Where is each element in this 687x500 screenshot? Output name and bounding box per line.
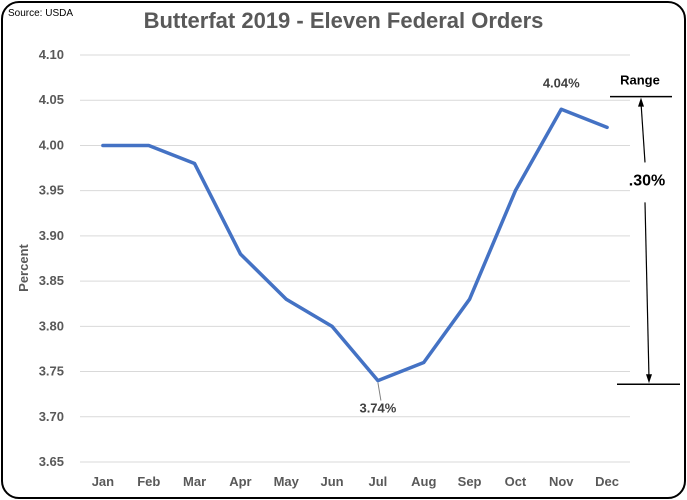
- data-point: [422, 361, 426, 365]
- data-label: 3.74%: [359, 401, 396, 416]
- y-tick-label: 3.75: [39, 364, 64, 379]
- data-label: 4.04%: [543, 75, 580, 90]
- x-tick-label: Oct: [505, 474, 527, 489]
- y-axis-label: Percent: [16, 243, 31, 291]
- series-lines: [101, 107, 609, 383]
- series-line: [101, 107, 609, 383]
- x-tick-label: Apr: [229, 474, 251, 489]
- range-arrow-down: [644, 202, 650, 379]
- x-tick-label: Feb: [137, 474, 160, 489]
- chart-title: Butterfat 2019 - Eleven Federal Orders: [143, 8, 544, 33]
- data-point: [605, 125, 609, 129]
- data-point: [101, 143, 105, 147]
- x-tick-label: Mar: [183, 474, 206, 489]
- x-tick-label: Jul: [369, 474, 388, 489]
- data-point: [193, 162, 197, 166]
- data-point: [284, 297, 288, 301]
- y-tick-label: 3.85: [39, 273, 64, 288]
- data-point: [513, 189, 517, 193]
- gridlines: [80, 54, 630, 463]
- range-arrow-up: [640, 102, 646, 163]
- range-label: Range: [620, 73, 660, 88]
- y-tick-label: 3.90: [39, 228, 64, 243]
- x-tick-labels: Jan Feb Mar Apr May Jun Jul Aug Sep Oct Nov Dec: [92, 474, 619, 489]
- data-point: [147, 143, 151, 147]
- data-point: [468, 297, 472, 301]
- arrowhead-down: [646, 374, 652, 384]
- x-tick-label: Sep: [458, 474, 482, 489]
- y-tick-label: 4.10: [39, 47, 64, 62]
- x-tick-label: Jun: [321, 474, 344, 489]
- y-tick-labels: 3.65 3.70 3.75 3.80 3.85 3.90 3.95 4.00 4.05 4.10: [39, 47, 64, 469]
- y-tick-label: 3.95: [39, 183, 64, 198]
- arrowhead-up: [638, 97, 644, 107]
- annotations: 4.04% 3.74%: [359, 75, 580, 415]
- data-point: [376, 379, 380, 383]
- y-tick-label: 4.05: [39, 92, 64, 107]
- data-point: [559, 107, 563, 111]
- range-value-label: .30%: [629, 172, 665, 189]
- source-note: Source: USDA: [8, 8, 74, 19]
- y-tick-label: 3.65: [39, 454, 64, 469]
- x-tick-label: Nov: [549, 474, 574, 489]
- data-point: [330, 324, 334, 328]
- x-tick-label: Aug: [411, 474, 436, 489]
- data-point: [238, 252, 242, 256]
- leader-line: [377, 382, 382, 401]
- x-tick-label: May: [274, 474, 300, 489]
- y-tick-label: 3.70: [39, 409, 64, 424]
- x-tick-label: Dec: [595, 474, 619, 489]
- y-tick-label: 4.00: [39, 137, 64, 152]
- x-tick-label: Jan: [92, 474, 114, 489]
- y-tick-label: 3.80: [39, 318, 64, 333]
- range-marker: Range .30%: [610, 73, 680, 385]
